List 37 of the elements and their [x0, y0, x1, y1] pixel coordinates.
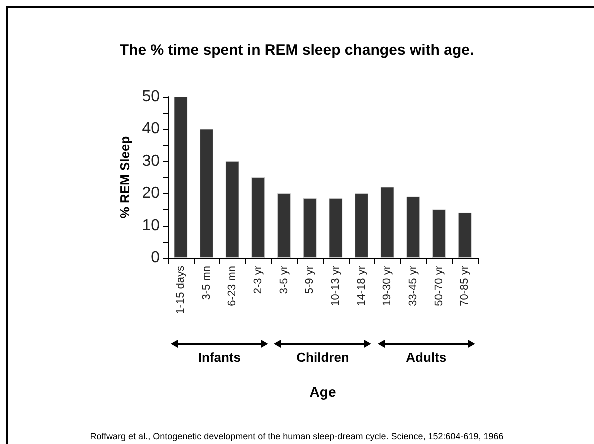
bar — [200, 129, 214, 258]
chart-title: The % time spent in REM sleep changes with age. — [120, 42, 474, 59]
bar — [252, 178, 266, 258]
bar — [458, 212, 472, 258]
bar — [406, 196, 420, 258]
bar — [303, 198, 317, 258]
bar — [380, 187, 394, 258]
x-tick-label: 3-5 mn — [200, 266, 213, 300]
x-tick-label: 3-5 yr — [278, 266, 290, 294]
x-tick-label: 1-15 days — [174, 266, 187, 314]
bar — [174, 97, 188, 258]
y-tick-label: 10 — [142, 217, 160, 234]
text: Adults — [406, 350, 447, 365]
x-tick-label: 10-13 yr — [330, 266, 342, 306]
text: Roffwarg et al., Ontogenetic development of the human sleep-dream cycle. Science, 152:604-619, 1966 — [90, 432, 504, 442]
y-tick-label: 30 — [142, 152, 160, 170]
x-axis-title: Age — [310, 384, 336, 400]
y-axis-title: % REM Sleep — [117, 136, 132, 219]
x-tick-label: 2-3 yr — [252, 266, 264, 294]
bar — [329, 198, 343, 258]
x-tick-label: 19-30 yr — [382, 266, 394, 306]
y-tick-label: 40 — [142, 120, 160, 138]
y-tick-label: 20 — [142, 185, 160, 202]
x-tick-label: 70-85 yr — [459, 266, 472, 306]
x-tick-label: 5-9 yr — [304, 266, 316, 294]
x-tick-label: 14-18 yr — [356, 266, 368, 306]
text: Infants — [198, 350, 241, 365]
x-tick-label: 33-45 yr — [407, 266, 420, 306]
y-tick-label: 0 — [151, 250, 160, 266]
y-tick-label: 50 — [142, 88, 160, 106]
bar — [355, 194, 368, 258]
text: Children — [296, 350, 350, 365]
x-tick-label: 6-23 mn — [226, 266, 239, 306]
bar — [226, 161, 240, 258]
x-tick-label: 50-70 yr — [433, 266, 446, 306]
bar — [278, 194, 291, 258]
bar — [432, 210, 446, 258]
